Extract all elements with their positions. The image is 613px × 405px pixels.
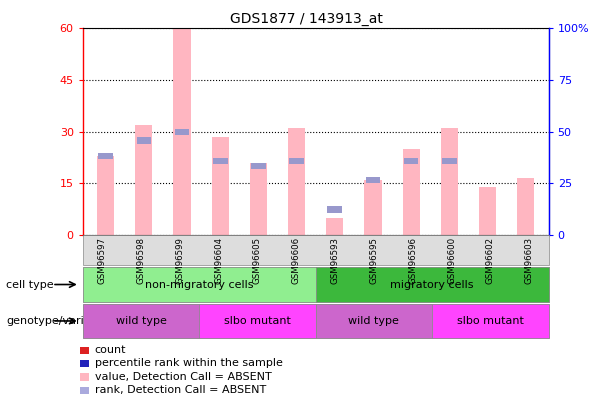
Bar [364,180,381,235]
Text: percentile rank within the sample: percentile rank within the sample [94,358,283,368]
Bar [517,178,535,235]
Text: GSM96597: GSM96597 [97,237,107,284]
Bar [404,158,419,164]
Text: slbo mutant: slbo mutant [457,316,524,326]
Text: genotype/variation: genotype/variation [6,316,112,326]
Bar [250,163,267,235]
Text: wild type: wild type [116,316,166,326]
Bar [173,28,191,235]
Bar [175,129,189,135]
Text: cell type: cell type [6,279,54,290]
Text: GSM96600: GSM96600 [447,237,456,284]
Text: GSM96596: GSM96596 [408,237,417,284]
Text: GSM96603: GSM96603 [525,237,534,284]
Text: slbo mutant: slbo mutant [224,316,291,326]
Text: non-migratory cells: non-migratory cells [145,279,253,290]
Text: value, Detection Call = ABSENT: value, Detection Call = ABSENT [94,372,272,382]
Text: GSM96606: GSM96606 [292,237,301,284]
Text: GSM96599: GSM96599 [175,237,185,284]
Text: GSM96605: GSM96605 [253,237,262,284]
Text: GSM96602: GSM96602 [486,237,495,284]
Bar [326,218,343,235]
Bar [251,163,265,169]
Text: GSM96604: GSM96604 [214,237,223,284]
Bar [441,128,458,235]
Bar [137,137,151,144]
Bar [442,158,457,164]
Bar [98,153,113,159]
Bar [289,158,304,164]
Text: GDS1877 / 143913_at: GDS1877 / 143913_at [230,12,383,26]
Text: GSM96593: GSM96593 [330,237,340,284]
Text: migratory cells: migratory cells [390,279,474,290]
Bar [97,156,114,235]
Bar [135,125,153,235]
Bar [211,137,229,235]
Bar [327,206,342,213]
Text: GSM96598: GSM96598 [137,237,145,284]
Text: rank, Detection Call = ABSENT: rank, Detection Call = ABSENT [94,385,266,395]
Text: wild type: wild type [349,316,399,326]
Text: count: count [94,345,126,355]
Bar [288,128,305,235]
Bar [366,177,380,183]
Bar [479,187,496,235]
Bar [403,149,420,235]
Text: GSM96595: GSM96595 [370,237,378,284]
Bar [213,158,227,164]
